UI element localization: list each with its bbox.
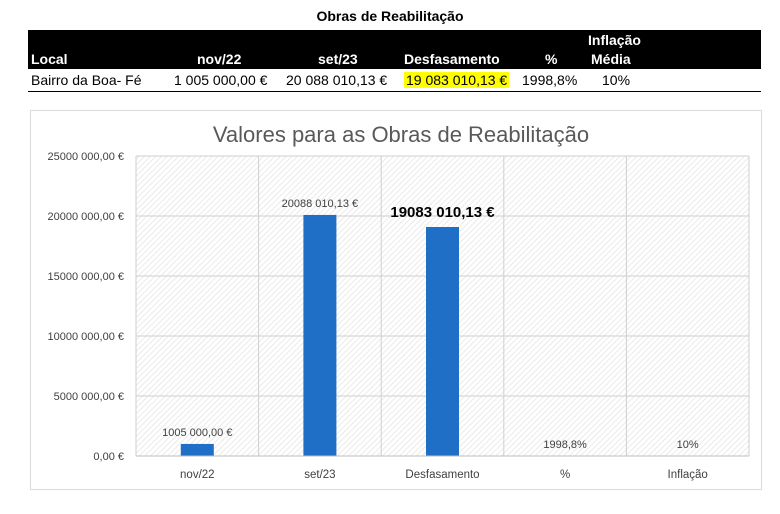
cell-set23: 20 088 010,13 € — [286, 72, 388, 88]
data-label: 20088 010,13 € — [282, 198, 358, 210]
cell-nov22: 1 005 000,00 € — [174, 72, 268, 88]
cell-desfasamento: 19 083 010,13 € — [404, 72, 510, 88]
header-nov22: nov/22 — [197, 51, 242, 67]
header-set23: set/23 — [318, 51, 358, 67]
x-tick-label: % — [560, 469, 570, 481]
cell-inflacao: 10% — [602, 72, 631, 88]
chart-container: Valores para as Obras de Reabilitação 0,… — [30, 110, 762, 490]
bar — [180, 443, 214, 456]
bar — [303, 214, 337, 456]
header-inflacao: Inflação — [588, 32, 641, 48]
data-label: 1998,8% — [543, 439, 587, 451]
data-label: 10% — [677, 439, 699, 451]
data-label: 1005 000,00 € — [162, 427, 232, 439]
bar — [426, 227, 459, 456]
x-tick-label: nov/22 — [180, 469, 215, 481]
y-tick-label: 5000 000,00 € — [54, 391, 124, 403]
x-tick-label: set/23 — [304, 469, 335, 481]
chart-title: Valores para as Obras de Reabilitação — [213, 122, 589, 147]
cell-percent: 1998,8% — [522, 72, 578, 88]
y-tick-label: 15000 000,00 € — [48, 271, 124, 283]
header-percent: % — [545, 51, 558, 67]
y-tick-label: 0,00 € — [93, 451, 124, 463]
y-tick-label: 25000 000,00 € — [48, 151, 124, 163]
table-header-row: Local nov/22 set/23 Desfasamento % Infla… — [28, 30, 761, 69]
table-row: Bairro da Boa- Fé 1 005 000,00 € 20 088 … — [28, 69, 761, 92]
table-title: Obras de Reabilitação — [316, 8, 464, 24]
cell-local: Bairro da Boa- Fé — [31, 72, 142, 88]
bar-chart: Valores para as Obras de Reabilitação 0,… — [48, 122, 750, 481]
header-media: Média — [591, 51, 631, 67]
data-label: 19083 010,13 € — [390, 204, 495, 221]
y-tick-label: 20000 000,00 € — [48, 211, 124, 223]
x-tick-label: Inflação — [668, 469, 708, 481]
y-tick-label: 10000 000,00 € — [48, 331, 124, 343]
header-local: Local — [31, 51, 68, 67]
x-tick-label: Desfasamento — [405, 469, 479, 481]
header-desfasamento: Desfasamento — [404, 51, 500, 67]
